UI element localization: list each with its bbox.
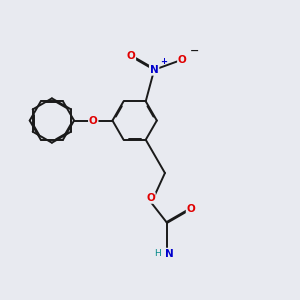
Text: O: O: [146, 193, 155, 203]
Text: −: −: [190, 46, 200, 56]
Text: O: O: [178, 55, 187, 64]
Text: O: O: [89, 116, 98, 125]
Text: N: N: [165, 249, 174, 259]
Text: O: O: [187, 204, 195, 214]
Text: +: +: [160, 57, 167, 66]
Text: O: O: [127, 51, 135, 62]
Text: H: H: [154, 249, 161, 258]
Text: N: N: [150, 65, 159, 75]
